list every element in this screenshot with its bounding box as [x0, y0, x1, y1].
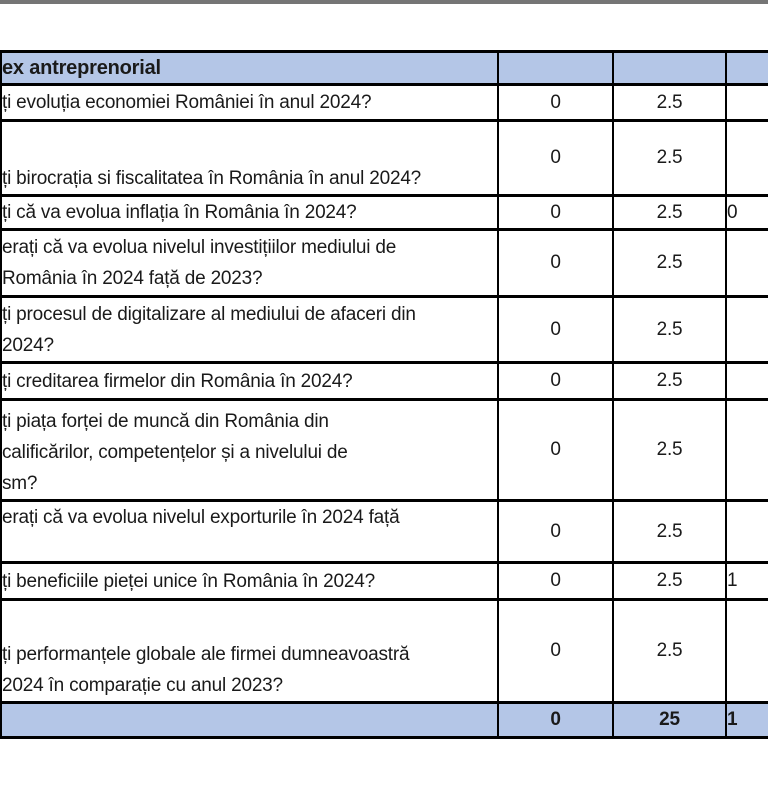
question-cell[interactable]: ți piața forței de muncă din România din… — [0, 398, 499, 502]
value-cell[interactable]: 0 — [725, 194, 768, 231]
table-title-cell[interactable]: ex antreprenorial — [0, 50, 499, 86]
question-cell[interactable]: erați că va evolua nivelul exporturile î… — [0, 499, 499, 564]
question-text: erați că va evolua nivelul exporturile î… — [2, 507, 400, 528]
question-text: ți birocrația si fiscalitatea în România… — [2, 168, 422, 189]
table-row: ți beneficiile pieței unice în România î… — [0, 561, 768, 601]
question-text: ți procesul de digitalizare al mediului … — [2, 303, 416, 325]
question-text: 2024 în comparație cu anul 2023? — [2, 675, 283, 696]
survey-table: ex antreprenorial ți evoluția economiei … — [0, 50, 768, 739]
value-cell[interactable]: 2.5 — [612, 194, 727, 231]
totals-row: 0 25 1 — [0, 701, 768, 739]
question-cell[interactable]: ți evoluția economiei României în anul 2… — [0, 83, 499, 122]
question-text: ți performanțele globale ale firmei dumn… — [2, 644, 410, 665]
value-cell[interactable] — [725, 398, 768, 502]
value-cell[interactable] — [725, 499, 768, 564]
question-cell[interactable]: ți creditarea firmelor din România în 20… — [0, 361, 499, 401]
value-cell[interactable]: 1 — [725, 561, 768, 601]
question-text: erați că va evolua nivelul investițiilor… — [2, 237, 397, 258]
table-row: ți evoluția economiei României în anul 2… — [0, 83, 768, 122]
value-cell[interactable]: 2.5 — [612, 228, 727, 298]
value-cell[interactable] — [725, 228, 768, 298]
value-cell[interactable]: 0 — [497, 228, 614, 298]
table-row: ți procesul de digitalizare al mediului … — [0, 295, 768, 364]
value-cell[interactable]: 0 — [497, 398, 614, 502]
totals-value-cell[interactable]: 25 — [612, 701, 727, 739]
value-cell[interactable]: 0 — [497, 295, 614, 364]
header-cell-col3[interactable] — [725, 50, 768, 86]
value-cell[interactable]: 0 — [497, 83, 614, 122]
value-cell[interactable]: 2.5 — [612, 561, 727, 601]
table-row: ți că va evolua inflația în România în 2… — [0, 194, 768, 231]
table-row: ți piața forței de muncă din România din… — [0, 398, 768, 502]
header-cell-col1[interactable] — [497, 50, 614, 86]
table-row: erați că va evolua nivelul investițiilor… — [0, 228, 768, 298]
value-cell[interactable]: 0 — [497, 194, 614, 231]
value-cell[interactable]: 2.5 — [612, 119, 727, 197]
header-cell-col2[interactable] — [612, 50, 727, 86]
value-cell[interactable] — [725, 119, 768, 197]
value-cell[interactable] — [725, 295, 768, 364]
value-cell[interactable]: 0 — [497, 598, 614, 704]
value-cell[interactable] — [725, 361, 768, 401]
totals-label-cell[interactable] — [0, 701, 499, 739]
value-cell[interactable]: 0 — [497, 119, 614, 197]
question-text: ți piața forței de muncă din România din — [2, 411, 329, 432]
table-row: ți creditarea firmelor din România în 20… — [0, 361, 768, 401]
value-cell[interactable]: 2.5 — [612, 398, 727, 502]
question-cell[interactable]: ți beneficiile pieței unice în România î… — [0, 561, 499, 601]
question-cell[interactable]: ți birocrația si fiscalitatea în România… — [0, 119, 499, 197]
value-cell[interactable] — [725, 83, 768, 122]
question-cell[interactable]: erați că va evolua nivelul investițiilor… — [0, 228, 499, 298]
question-text: România în 2024 față de 2023? — [2, 268, 263, 289]
table-row: ți performanțele globale ale firmei dumn… — [0, 598, 768, 704]
value-cell[interactable]: 2.5 — [612, 499, 727, 564]
totals-value-cell[interactable]: 1 — [725, 701, 768, 739]
value-cell[interactable]: 2.5 — [612, 361, 727, 401]
table-row: erați că va evolua nivelul exporturile î… — [0, 499, 768, 564]
table-row: ți birocrația si fiscalitatea în România… — [0, 119, 768, 197]
question-text: 2024? — [2, 334, 54, 356]
question-cell[interactable]: ți că va evolua inflația în România în 2… — [0, 194, 499, 231]
question-cell[interactable]: ți performanțele globale ale firmei dumn… — [0, 598, 499, 704]
question-text: sm? — [2, 473, 38, 494]
value-cell[interactable]: 0 — [497, 499, 614, 564]
question-cell[interactable]: ți procesul de digitalizare al mediului … — [0, 295, 499, 364]
question-text: ți beneficiile pieței unice în România î… — [2, 570, 375, 592]
table-header-row: ex antreprenorial — [0, 50, 768, 86]
value-cell[interactable]: 0 — [497, 561, 614, 601]
value-cell[interactable]: 2.5 — [612, 295, 727, 364]
question-text: ți creditarea firmelor din România în 20… — [2, 370, 353, 392]
question-text: ți evoluția economiei României în anul 2… — [2, 92, 372, 113]
value-cell[interactable]: 0 — [497, 361, 614, 401]
question-text: calificărilor, competențelor și a nivelu… — [2, 442, 348, 463]
value-cell[interactable] — [725, 598, 768, 704]
page-top-rule — [0, 0, 768, 4]
value-cell[interactable]: 2.5 — [612, 83, 727, 122]
value-cell[interactable]: 2.5 — [612, 598, 727, 704]
question-text: ți că va evolua inflația în România în 2… — [2, 202, 357, 223]
totals-value-cell[interactable]: 0 — [497, 701, 614, 739]
